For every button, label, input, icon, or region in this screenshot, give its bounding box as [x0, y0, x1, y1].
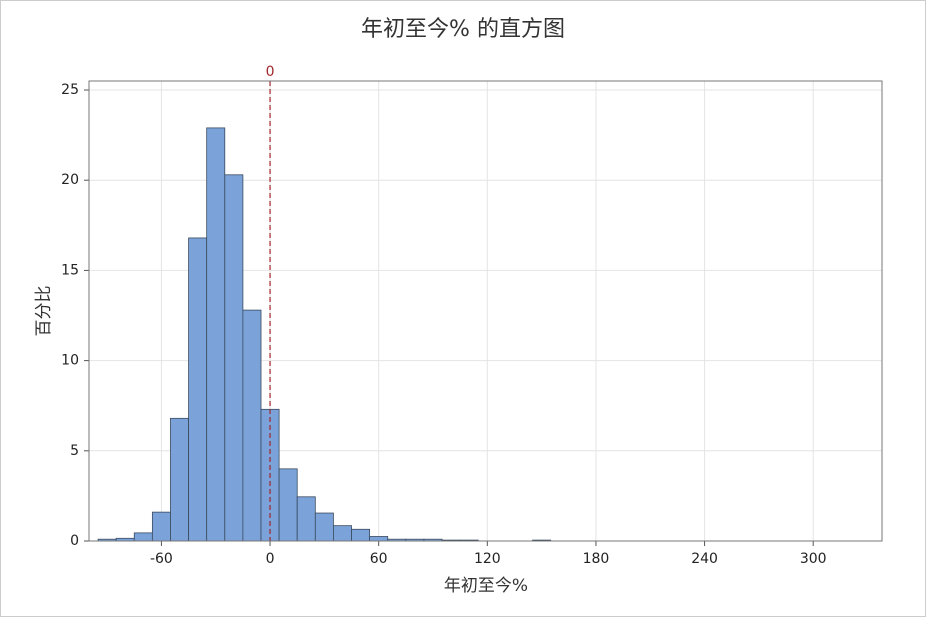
y-tick-label: 25 — [61, 82, 79, 98]
bar — [133, 532, 153, 542]
x-axis-label: 年初至今% — [444, 576, 528, 596]
reference-label: 0 — [266, 64, 275, 80]
chart-title: 年初至今% 的直方图 — [361, 17, 565, 42]
bar — [314, 512, 334, 542]
x-tick-label: 60 — [370, 551, 388, 567]
y-tick-label: 15 — [61, 262, 79, 278]
bar — [296, 496, 316, 542]
bar — [170, 417, 189, 542]
y-axis-label: 百分比 — [34, 286, 54, 337]
x-tick-label: 120 — [474, 551, 501, 567]
y-tick-label: 20 — [61, 172, 79, 188]
x-tick-label: 240 — [691, 551, 718, 567]
y-tick-label: 10 — [61, 353, 79, 369]
bar — [224, 174, 244, 542]
plot-border — [88, 80, 883, 542]
bar — [206, 127, 226, 542]
x-tick-label: 300 — [800, 551, 827, 567]
x-tick-label: 0 — [266, 551, 275, 567]
bar — [333, 525, 352, 542]
bar — [351, 528, 371, 542]
bar — [369, 536, 389, 542]
bar — [188, 237, 208, 542]
bar — [151, 511, 171, 542]
x-tick-label: 180 — [583, 551, 610, 567]
y-tick-label: 0 — [70, 533, 79, 549]
bar — [278, 468, 298, 542]
x-tick-label: -60 — [150, 551, 173, 567]
bar — [242, 309, 262, 542]
y-tick-label: 5 — [70, 443, 79, 459]
